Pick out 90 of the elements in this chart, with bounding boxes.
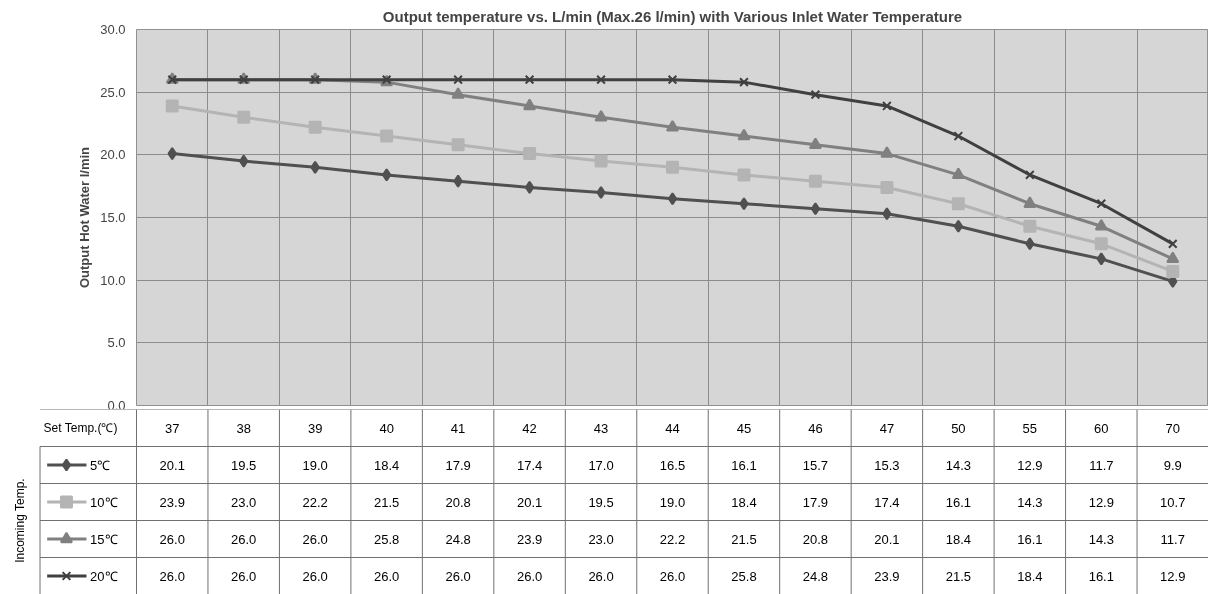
y-tick-label: 30.0 — [100, 22, 126, 37]
x-tick-label: 40 — [379, 420, 394, 436]
data-label: 26.0 — [231, 568, 257, 584]
x-tick-label: 55 — [1022, 420, 1038, 436]
data-label: 20.8 — [445, 494, 471, 510]
data-label: 17.9 — [802, 494, 829, 510]
x-tick-label: 39 — [307, 420, 323, 436]
data-label: 15.3 — [874, 457, 900, 473]
legend-label: 10℃ — [90, 494, 118, 510]
data-label: 14.3 — [945, 457, 972, 473]
data-label: 22.2 — [659, 531, 686, 547]
data-label: 20.1 — [516, 494, 543, 510]
data-label: 26.0 — [588, 568, 614, 584]
data-label: 21.5 — [373, 494, 400, 510]
x-tick-label: 44 — [665, 420, 680, 436]
data-label: 19.0 — [659, 494, 686, 510]
data-label: 20.1 — [874, 531, 900, 547]
legend-label: 5℃ — [90, 457, 111, 473]
y-tick-label: 10.0 — [100, 272, 126, 288]
data-label: 26.0 — [373, 568, 400, 584]
data-label: 25.8 — [373, 531, 400, 547]
data-label: 11.7 — [1160, 531, 1185, 547]
data-label: 11.7 — [1089, 457, 1114, 473]
legend-title: Incoming Temp. — [13, 478, 28, 563]
data-label: 26.0 — [231, 531, 257, 547]
data-label: 10.7 — [1160, 494, 1186, 510]
data-label: 23.0 — [231, 494, 257, 510]
data-label: 21.5 — [731, 531, 757, 547]
legend-label: 15℃ — [90, 531, 118, 547]
data-label: 20.8 — [802, 531, 829, 547]
data-label: 15.7 — [802, 457, 829, 473]
data-label: 23.9 — [516, 531, 543, 547]
data-label: 16.1 — [945, 494, 972, 510]
data-label: 17.0 — [588, 457, 614, 473]
legend-label: 20℃ — [90, 568, 118, 584]
x-tick-label: 43 — [593, 420, 609, 436]
data-label: 24.8 — [802, 568, 829, 584]
data-label: 17.4 — [874, 494, 900, 510]
data-label: 18.4 — [1017, 568, 1043, 584]
data-label: 18.4 — [945, 531, 972, 547]
text: Set Temp.(℃) — [43, 421, 118, 435]
data-label: 17.4 — [516, 457, 543, 473]
data-label: 9.9 — [1163, 457, 1182, 473]
data-label: 21.5 — [945, 568, 972, 584]
y-tick-label: 25.0 — [100, 84, 126, 100]
data-label: 19.5 — [231, 457, 257, 473]
data-label: 17.9 — [445, 457, 471, 473]
data-label: 19.0 — [302, 457, 328, 473]
data-label: 26.0 — [659, 568, 686, 584]
data-label: 26.0 — [445, 568, 471, 584]
data-label: 12.9 — [1088, 494, 1114, 510]
data-label: 23.9 — [874, 568, 900, 584]
data-label: 12.9 — [1160, 568, 1186, 584]
y-tick-label: 15.0 — [100, 210, 126, 225]
y-tick-label: 5.0 — [107, 335, 126, 351]
data-label: 18.4 — [731, 494, 757, 510]
x-tick-label: 42 — [522, 420, 537, 436]
data-label: 24.8 — [445, 531, 471, 547]
data-label: 26.0 — [302, 531, 328, 547]
data-label: 25.8 — [731, 568, 757, 584]
x-tick-label: 70 — [1165, 420, 1181, 436]
data-label: 23.0 — [588, 531, 614, 547]
data-label: 14.3 — [1017, 494, 1043, 510]
data-label: 14.3 — [1088, 531, 1114, 547]
data-label: 16.1 — [1017, 531, 1043, 547]
x-tick-label: 37 — [165, 420, 180, 436]
data-label: 12.9 — [1017, 457, 1043, 473]
data-label: 19.5 — [588, 494, 614, 510]
data-label: 16.5 — [659, 457, 686, 473]
data-label: 18.4 — [373, 457, 400, 473]
x-tick-label: 45 — [736, 420, 752, 436]
x-tick-label: 60 — [1094, 420, 1109, 436]
data-label: 23.9 — [159, 494, 185, 510]
y-tick-label: 20.0 — [100, 147, 126, 163]
data-label: 16.1 — [731, 457, 757, 473]
x-tick-label: 41 — [450, 420, 466, 436]
data-label: 26.0 — [302, 568, 328, 584]
data-label: 22.2 — [302, 494, 328, 510]
data-label: 26.0 — [516, 568, 543, 584]
x-tick-label: 38 — [236, 420, 251, 436]
data-label: 20.1 — [159, 457, 185, 473]
y-axis-title: Output Hot Water l/min — [77, 146, 93, 289]
chart-title: Output temperature vs. L/min (Max.26 l/min) with Various Inlet Water Temperature — [382, 7, 963, 25]
x-tick-label: 46 — [808, 420, 823, 436]
x-tick-label: 47 — [879, 420, 895, 436]
x-tick-label: 50 — [951, 420, 966, 436]
data-label: 26.0 — [159, 531, 185, 547]
data-label: 26.0 — [159, 568, 185, 584]
y-tick-label: 0.0 — [107, 397, 126, 413]
data-label: 16.1 — [1088, 568, 1114, 584]
